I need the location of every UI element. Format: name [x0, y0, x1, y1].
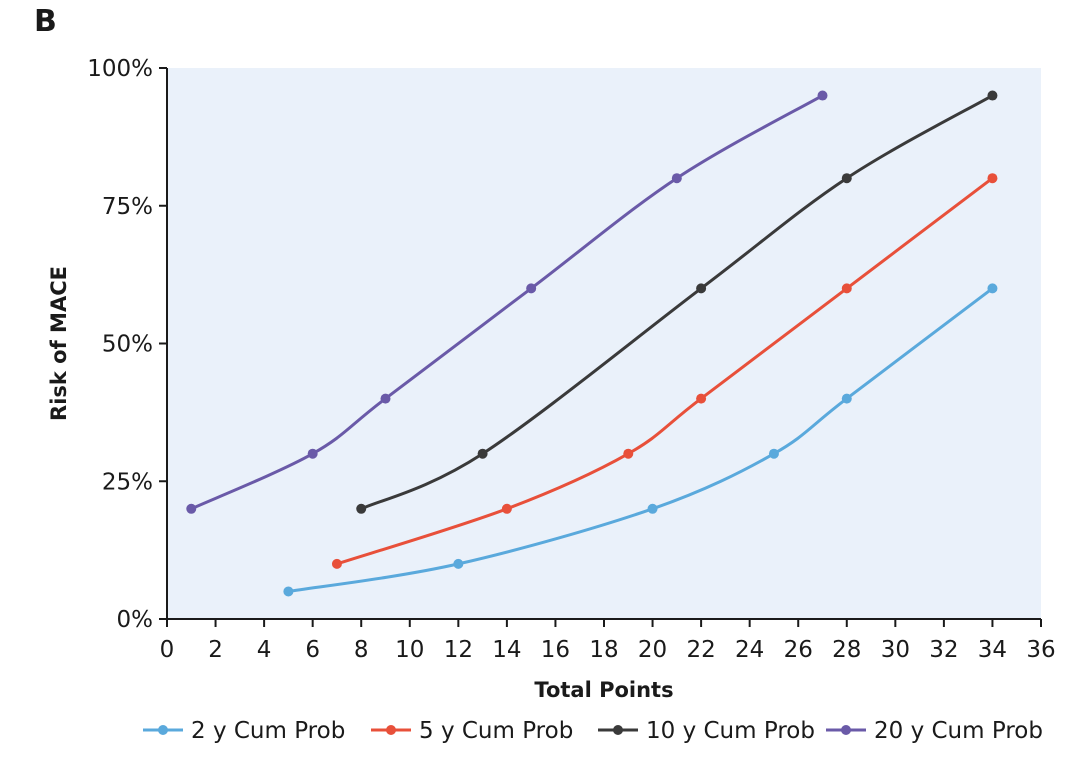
data-point — [841, 393, 852, 404]
data-point — [841, 283, 852, 294]
x-tick-label: 12 — [444, 637, 473, 663]
series-4 — [186, 90, 828, 514]
legend-item: 5 y Cum Prob — [371, 718, 573, 744]
x-tick-label: 2 — [208, 637, 223, 663]
x-tick-label: 20 — [638, 637, 667, 663]
x-tick-label: 28 — [832, 637, 861, 663]
legend-swatch-marker — [841, 725, 851, 735]
series-line — [189, 94, 824, 511]
data-point — [453, 558, 464, 569]
x-tick-label: 10 — [395, 637, 424, 663]
data-point — [331, 558, 342, 569]
data-point — [283, 586, 294, 597]
x-tick-label: 24 — [735, 637, 764, 663]
legend-item: 10 y Cum Prob — [598, 718, 815, 744]
x-axis-title: Total Points — [534, 678, 673, 702]
legend-label: 10 y Cum Prob — [646, 718, 815, 744]
x-tick-label: 0 — [160, 637, 175, 663]
y-tick-label: 100% — [87, 56, 153, 82]
x-tick-label: 18 — [589, 637, 618, 663]
series-line — [286, 286, 994, 593]
x-tick-label: 34 — [978, 637, 1007, 663]
panel-label: B — [34, 4, 57, 39]
legend: 2 y Cum Prob 5 y Cum Prob 10 y Cum Prob 20 … — [143, 718, 1043, 744]
legend-item: 20 y Cum Prob — [826, 718, 1043, 744]
plot-background — [167, 68, 1041, 619]
series-3 — [356, 90, 998, 514]
x-tick-label: 8 — [354, 637, 369, 663]
legend-item: 2 y Cum Prob — [143, 718, 345, 744]
legend-label: 2 y Cum Prob — [191, 718, 345, 744]
data-point — [987, 173, 998, 184]
x-tick-label: 14 — [492, 637, 521, 663]
data-point — [477, 448, 488, 459]
series-2 — [331, 173, 998, 569]
x-tick-label: 36 — [1026, 637, 1055, 663]
data-point — [647, 503, 658, 514]
x-tick-label: 32 — [929, 637, 958, 663]
legend-label: 20 y Cum Prob — [874, 718, 1043, 744]
y-tick-label: 75% — [102, 194, 153, 220]
legend-swatch-marker — [613, 725, 623, 735]
data-point — [186, 503, 197, 514]
y-tick-label: 50% — [102, 332, 153, 358]
data-point — [987, 283, 998, 294]
data-point — [501, 503, 512, 514]
data-point — [696, 283, 707, 294]
legend-swatch-marker — [158, 725, 168, 735]
data-point — [768, 448, 779, 459]
x-tick-label: 22 — [686, 637, 715, 663]
x-tick-label: 4 — [257, 637, 272, 663]
legend-label: 5 y Cum Prob — [419, 718, 573, 744]
data-point — [817, 90, 828, 101]
series-line — [335, 176, 994, 566]
data-point — [696, 393, 707, 404]
x-tick-label: 30 — [881, 637, 910, 663]
legend-swatch-marker — [386, 725, 396, 735]
data-point — [987, 90, 998, 101]
y-tick-label: 25% — [102, 469, 153, 495]
data-point — [526, 283, 537, 294]
x-tick-label: 26 — [784, 637, 813, 663]
data-point — [671, 173, 682, 184]
data-point — [380, 393, 391, 404]
y-axis-title: Risk of MACE — [47, 266, 71, 421]
data-point — [307, 448, 318, 459]
data-point — [356, 503, 367, 514]
x-tick-label: 16 — [541, 637, 570, 663]
series-1 — [283, 283, 998, 597]
x-tick-label: 6 — [305, 637, 320, 663]
y-tick-label: 0% — [117, 607, 154, 633]
data-point — [841, 173, 852, 184]
data-point — [623, 448, 634, 459]
